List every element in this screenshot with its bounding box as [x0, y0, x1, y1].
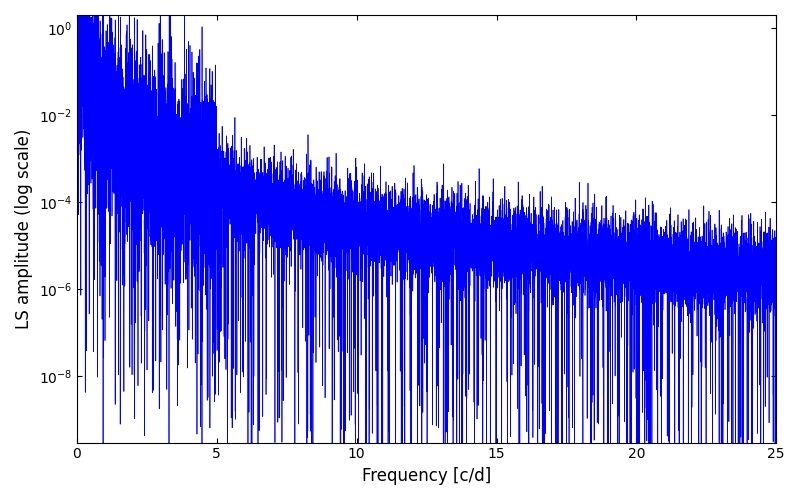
- X-axis label: Frequency [c/d]: Frequency [c/d]: [362, 467, 491, 485]
- Y-axis label: LS amplitude (log scale): LS amplitude (log scale): [15, 128, 33, 329]
